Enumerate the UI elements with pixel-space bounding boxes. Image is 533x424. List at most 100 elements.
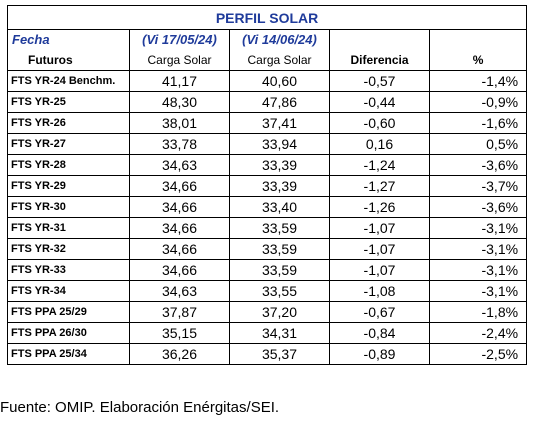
row-diferencia: -0,84	[329, 321, 430, 344]
header-diferencia: Diferencia	[329, 50, 430, 71]
row-value-1: 37,87	[129, 300, 230, 323]
row-value-2: 34,31	[229, 321, 330, 344]
row-value-2: 33,55	[229, 279, 330, 302]
header-date-2: (Vi 14/06/24)	[229, 29, 330, 50]
row-value-1: 33,78	[129, 132, 230, 155]
row-diferencia: -0,89	[329, 342, 430, 365]
table-row: FTS YR-25 48,30 47,86 -0,44 -0,9%	[7, 90, 528, 113]
row-diferencia: -1,24	[329, 153, 430, 176]
row-percent: -3,6%	[428, 195, 528, 218]
row-value-2: 37,20	[229, 300, 330, 323]
row-value-2: 35,37	[229, 342, 330, 365]
table-row: FTS YR-33 34,66 33,59 -1,07 -3,1%	[7, 258, 528, 281]
header-pct-blank	[428, 29, 528, 50]
row-name: FTS YR-30	[7, 195, 130, 218]
row-diferencia: -1,07	[329, 258, 430, 281]
row-percent: -0,9%	[428, 90, 528, 113]
row-name: FTS PPA 25/34	[7, 342, 130, 365]
table-row: FTS PPA 26/30 35,15 34,31 -0,84 -2,4%	[7, 321, 528, 344]
row-name: FTS YR-28	[7, 153, 130, 176]
row-value-1: 35,15	[129, 321, 230, 344]
table-row: FTS YR-30 34,66 33,40 -1,26 -3,6%	[7, 195, 528, 218]
row-value-1: 41,17	[129, 69, 230, 92]
header-futuros: Futuros	[7, 50, 130, 71]
perfil-solar-table: PERFIL SOLAR Fecha (Vi 17/05/24) (Vi 14/…	[6, 5, 528, 365]
row-diferencia: -1,26	[329, 195, 430, 218]
table-row: FTS YR-29 34,66 33,39 -1,27 -3,7%	[7, 174, 528, 197]
header-percent: %	[428, 50, 528, 71]
row-value-1: 34,66	[129, 258, 230, 281]
row-name: FTS YR-32	[7, 237, 130, 260]
row-value-2: 33,59	[229, 237, 330, 260]
row-value-1: 34,66	[129, 195, 230, 218]
row-diferencia: -1,07	[329, 216, 430, 239]
row-diferencia: -1,08	[329, 279, 430, 302]
row-diferencia: -0,60	[329, 111, 430, 134]
table-row: FTS YR-31 34,66 33,59 -1,07 -3,1%	[7, 216, 528, 239]
row-percent: -3,1%	[428, 216, 528, 239]
row-value-1: 34,66	[129, 216, 230, 239]
row-value-2: 40,60	[229, 69, 330, 92]
row-percent: -1,6%	[428, 111, 528, 134]
table-row: FTS YR-24 Benchm. 41,17 40,60 -0,57 -1,4…	[7, 69, 528, 92]
row-percent: -3,1%	[428, 258, 528, 281]
row-diferencia: -1,27	[329, 174, 430, 197]
row-value-2: 33,39	[229, 174, 330, 197]
row-percent: -3,7%	[428, 174, 528, 197]
row-percent: 0,5%	[428, 132, 528, 155]
row-value-1: 34,63	[129, 279, 230, 302]
row-value-1: 34,66	[129, 174, 230, 197]
header-carga-solar-2: Carga Solar	[229, 50, 330, 71]
header-fecha: Fecha	[7, 29, 130, 50]
row-name: FTS PPA 26/30	[7, 321, 130, 344]
row-value-2: 47,86	[229, 90, 330, 113]
row-name: FTS PPA 25/29	[7, 300, 130, 323]
table-row: FTS YR-32 34,66 33,59 -1,07 -3,1%	[7, 237, 528, 260]
row-diferencia: -0,67	[329, 300, 430, 323]
table-row: FTS YR-34 34,63 33,55 -1,08 -3,1%	[7, 279, 528, 302]
row-percent: -2,5%	[428, 342, 528, 365]
row-name: FTS YR-25	[7, 90, 130, 113]
row-value-2: 33,59	[229, 216, 330, 239]
row-value-1: 34,63	[129, 153, 230, 176]
row-value-1: 38,01	[129, 111, 230, 134]
table-row: FTS PPA 25/34 36,26 35,37 -0,89 -2,5%	[7, 342, 528, 365]
perfil-solar-table-wrapper: PERFIL SOLAR Fecha (Vi 17/05/24) (Vi 14/…	[6, 5, 528, 365]
header-row-dates: Fecha (Vi 17/05/24) (Vi 14/06/24)	[7, 29, 528, 50]
row-percent: -1,8%	[428, 300, 528, 323]
row-name: FTS YR-29	[7, 174, 130, 197]
row-diferencia: -1,07	[329, 237, 430, 260]
row-name: FTS YR-31	[7, 216, 130, 239]
header-row-labels: Futuros Carga Solar Carga Solar Diferenc…	[7, 50, 528, 71]
table-title: PERFIL SOLAR	[6, 5, 528, 30]
row-name: FTS YR-33	[7, 258, 130, 281]
row-diferencia: -0,57	[329, 69, 430, 92]
row-percent: -2,4%	[428, 321, 528, 344]
header-diff-blank	[329, 29, 430, 50]
row-value-2: 33,39	[229, 153, 330, 176]
table-row: FTS YR-28 34,63 33,39 -1,24 -3,6%	[7, 153, 528, 176]
row-percent: -3,1%	[428, 237, 528, 260]
row-value-1: 34,66	[129, 237, 230, 260]
row-name: FTS YR-34	[7, 279, 130, 302]
row-value-1: 36,26	[129, 342, 230, 365]
row-percent: -1,4%	[428, 69, 528, 92]
row-value-2: 33,40	[229, 195, 330, 218]
row-value-2: 37,41	[229, 111, 330, 134]
source-note: Fuente: OMIP. Elaboración Enérgitas/SEI.	[0, 399, 280, 416]
row-name: FTS YR-24 Benchm.	[7, 69, 130, 92]
header-carga-solar-1: Carga Solar	[129, 50, 230, 71]
row-name: FTS YR-26	[7, 111, 130, 134]
table-row: FTS YR-27 33,78 33,94 0,16 0,5%	[7, 132, 528, 155]
row-percent: -3,6%	[428, 153, 528, 176]
row-value-2: 33,59	[229, 258, 330, 281]
row-name: FTS YR-27	[7, 132, 130, 155]
row-diferencia: 0,16	[329, 132, 430, 155]
row-value-1: 48,30	[129, 90, 230, 113]
table-row: FTS YR-26 38,01 37,41 -0,60 -1,6%	[7, 111, 528, 134]
table-row: FTS PPA 25/29 37,87 37,20 -0,67 -1,8%	[7, 300, 528, 323]
header-date-1: (Vi 17/05/24)	[129, 29, 230, 50]
row-percent: -3,1%	[428, 279, 528, 302]
row-diferencia: -0,44	[329, 90, 430, 113]
row-value-2: 33,94	[229, 132, 330, 155]
